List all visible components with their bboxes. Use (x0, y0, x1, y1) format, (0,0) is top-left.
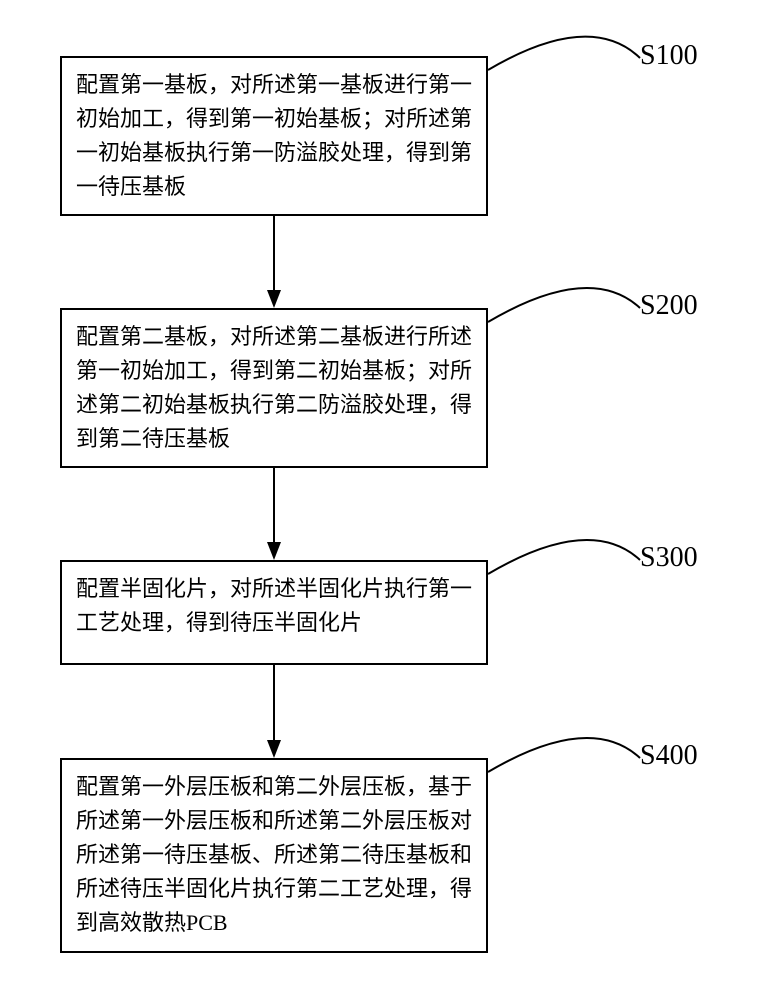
step-label-s400: S400 (640, 740, 698, 772)
arrow-2 (260, 468, 288, 560)
step-text: 配置第一基板，对所述第一基板进行第一初始加工，得到第一初始基板；对所述第一初始基… (76, 72, 472, 199)
callout-s300 (484, 510, 644, 578)
step-box-s200: 配置第二基板，对所述第二基板进行所述第一初始加工，得到第二初始基板；对所述第二初… (60, 308, 488, 468)
step-box-s400: 配置第一外层压板和第二外层压板，基于所述第一外层压板和所述第二外层压板对所述第一… (60, 758, 488, 953)
step-text: 配置第一外层压板和第二外层压板，基于所述第一外层压板和所述第二外层压板对所述第一… (76, 774, 472, 935)
step-box-s300: 配置半固化片，对所述半固化片执行第一工艺处理，得到待压半固化片 (60, 560, 488, 665)
callout-s100 (484, 6, 644, 74)
step-box-s100: 配置第一基板，对所述第一基板进行第一初始加工，得到第一初始基板；对所述第一初始基… (60, 56, 488, 216)
step-text: 配置第二基板，对所述第二基板进行所述第一初始加工，得到第二初始基板；对所述第二初… (76, 324, 472, 451)
step-text: 配置半固化片，对所述半固化片执行第一工艺处理，得到待压半固化片 (76, 576, 472, 635)
callout-s200 (484, 258, 644, 326)
step-label-s300: S300 (640, 542, 698, 574)
arrow-1 (260, 216, 288, 308)
step-label-s100: S100 (640, 40, 698, 72)
step-label-s200: S200 (640, 290, 698, 322)
callout-s400 (484, 708, 644, 776)
arrow-3 (260, 665, 288, 758)
flowchart-canvas: 配置第一基板，对所述第一基板进行第一初始加工，得到第一初始基板；对所述第一初始基… (0, 0, 773, 1000)
